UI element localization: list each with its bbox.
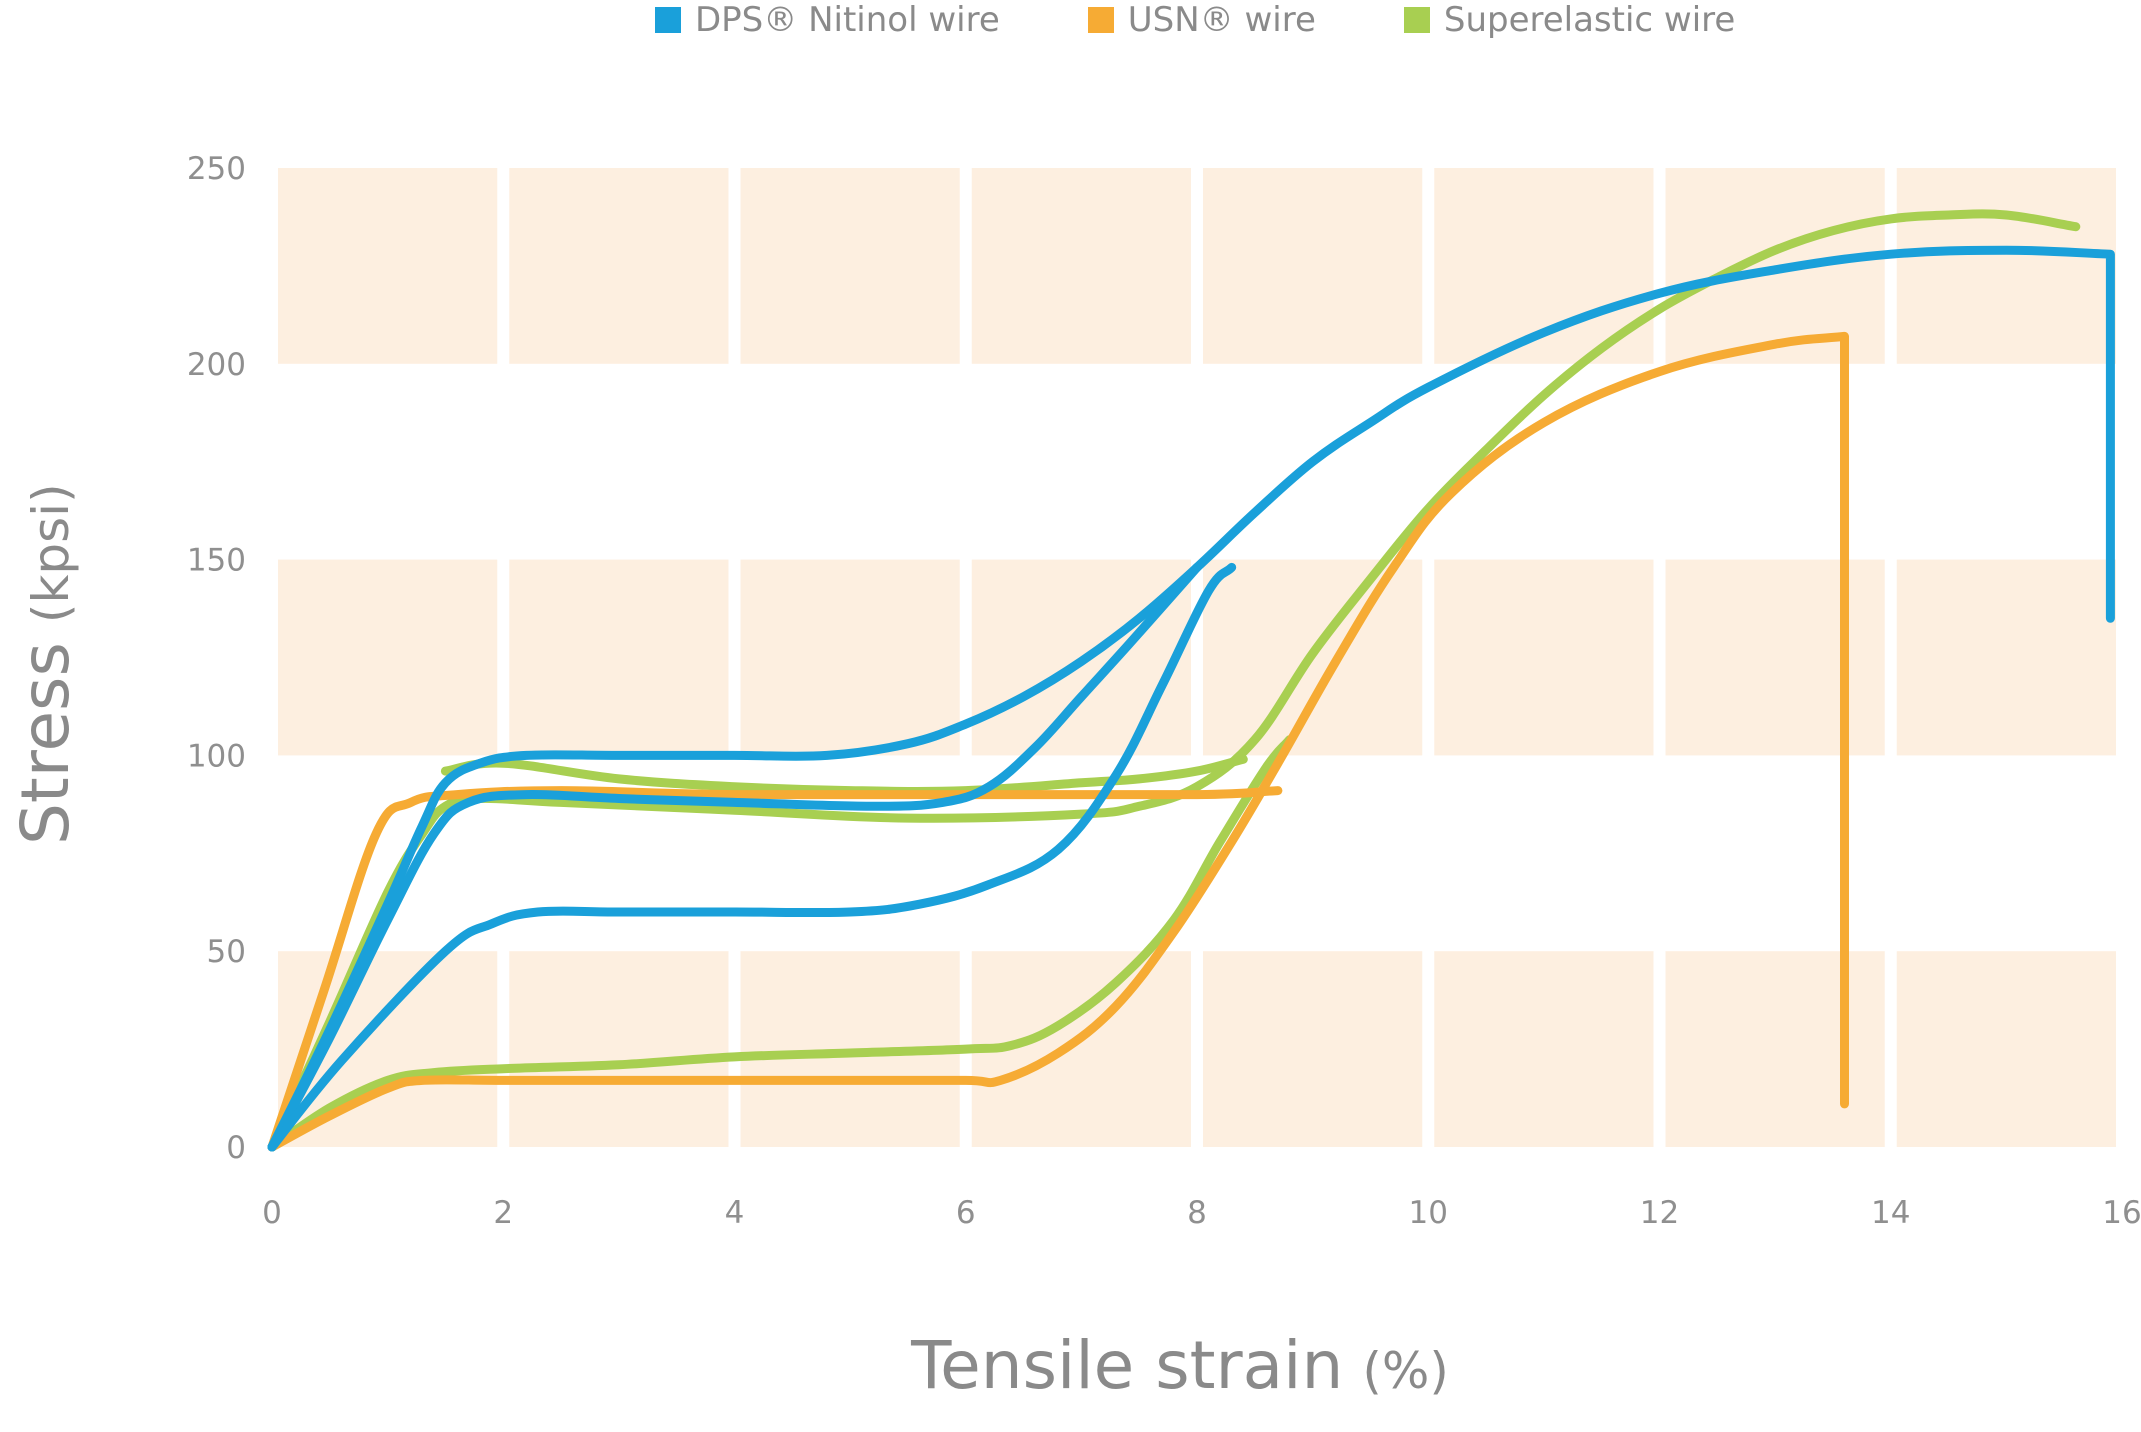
x-tick-label: 16 bbox=[2102, 1195, 2141, 1231]
x-tick-label: 12 bbox=[1640, 1195, 1679, 1231]
band-cell-2-4 bbox=[1203, 168, 1423, 364]
x-tick-label: 0 bbox=[262, 1195, 282, 1231]
legend-label-usn: USN® wire bbox=[1127, 0, 1316, 40]
band-cell-0-4 bbox=[1203, 951, 1423, 1147]
band-cell-1-2 bbox=[740, 559, 960, 756]
y-tick-label: 0 bbox=[226, 1130, 246, 1166]
band-cell-2-2 bbox=[740, 168, 960, 364]
band-cell-2-7 bbox=[1896, 168, 2116, 364]
band-cell-2-0 bbox=[278, 168, 498, 364]
band-cell-2-3 bbox=[971, 168, 1191, 364]
y-tick-label: 150 bbox=[187, 543, 246, 579]
y-tick-label: 200 bbox=[187, 347, 246, 383]
legend-swatch-dps bbox=[655, 7, 681, 33]
series-line-1-0 bbox=[267, 786, 1283, 1152]
y-tick-label: 250 bbox=[187, 151, 246, 187]
legend-label-dps: DPS® Nitinol wire bbox=[695, 0, 1000, 40]
legend-swatch-usn bbox=[1087, 7, 1114, 33]
band-cell-0-1 bbox=[509, 951, 729, 1147]
x-tick-label: 2 bbox=[493, 1195, 513, 1231]
legend: DPS® Nitinol wire USN® wire Superelastic… bbox=[655, 0, 1735, 40]
legend-item-dps: DPS® Nitinol wire bbox=[655, 0, 1000, 40]
band-cell-1-7 bbox=[1896, 559, 2116, 756]
series-lines bbox=[267, 209, 2115, 1152]
legend-item-usn: USN® wire bbox=[1087, 0, 1316, 40]
legend-swatch-superelastic bbox=[1403, 7, 1430, 33]
band-cell-1-1 bbox=[509, 559, 729, 756]
y-axis-ticks: 0 50 100 150 200 250 bbox=[187, 151, 246, 1166]
x-tick-label: 14 bbox=[1871, 1195, 1910, 1231]
series-line-0-2 bbox=[267, 562, 1237, 1152]
x-axis-ticks: 0 2 4 6 8 10 12 14 16 bbox=[262, 1195, 2141, 1231]
series-line-2-1 bbox=[267, 735, 1294, 1152]
series-line-0-0 bbox=[267, 245, 2115, 1152]
band-cell-0-5 bbox=[1434, 951, 1654, 1147]
y-axis-title-text: Stress bbox=[7, 642, 84, 845]
legend-label-superelastic: Superelastic wire bbox=[1443, 0, 1736, 40]
y-axis-unit: (kpsi) bbox=[22, 483, 80, 623]
background-bands bbox=[278, 168, 2116, 1147]
series-line-1-1 bbox=[267, 331, 1849, 1152]
band-cell-2-1 bbox=[509, 168, 729, 364]
x-axis-title: Tensile strain (%) bbox=[910, 1327, 1449, 1404]
y-tick-label: 50 bbox=[207, 934, 246, 970]
series-line-0-1 bbox=[267, 562, 1202, 1152]
band-cell-1-0 bbox=[278, 559, 498, 756]
band-cell-0-7 bbox=[1896, 951, 2116, 1147]
x-tick-label: 8 bbox=[1187, 1195, 1207, 1231]
x-axis-unit: (%) bbox=[1362, 1342, 1449, 1400]
band-cell-1-6 bbox=[1665, 559, 1885, 756]
y-tick-label: 100 bbox=[187, 738, 246, 774]
x-tick-label: 4 bbox=[725, 1195, 745, 1231]
band-cell-1-5 bbox=[1434, 559, 1654, 756]
legend-item-superelastic: Superelastic wire bbox=[1403, 0, 1736, 40]
band-cell-0-6 bbox=[1665, 951, 1885, 1147]
y-axis-title: Stress (kpsi) bbox=[7, 483, 84, 845]
x-tick-label: 6 bbox=[956, 1195, 976, 1231]
series-line-2-0 bbox=[267, 209, 2081, 1152]
x-axis-title-text: Tensile strain bbox=[910, 1327, 1343, 1404]
x-tick-label: 10 bbox=[1409, 1195, 1448, 1231]
